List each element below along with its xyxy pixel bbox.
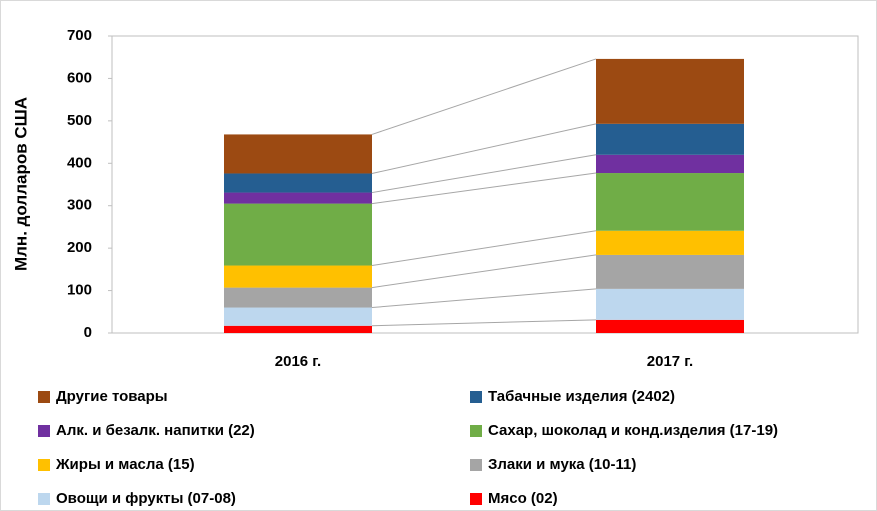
legend-label: Другие товары bbox=[56, 388, 168, 405]
legend-swatch bbox=[38, 425, 50, 437]
series-connector bbox=[371, 230, 597, 267]
bar-segment bbox=[596, 319, 744, 333]
bar-segment bbox=[224, 307, 372, 326]
bar-segment bbox=[224, 134, 372, 174]
plot-area bbox=[111, 35, 859, 334]
y-axis-title: Млн. долларов США bbox=[11, 97, 30, 271]
series-connector bbox=[371, 172, 597, 205]
legend-swatch bbox=[470, 425, 482, 437]
x-tick-label: 2016 г. bbox=[275, 353, 321, 370]
y-tick-label: 500 bbox=[67, 112, 92, 129]
y-tick-label: 400 bbox=[67, 154, 92, 171]
legend-swatch bbox=[470, 391, 482, 403]
y-tick-label: 0 bbox=[84, 324, 92, 341]
legend-label: Алк. и безалк. напитки (22) bbox=[56, 422, 255, 439]
legend-label: Овощи и фрукты (07-08) bbox=[56, 490, 236, 507]
legend-swatch bbox=[470, 459, 482, 471]
series-connector bbox=[371, 154, 597, 194]
legend-label: Злаки и мука (10-11) bbox=[488, 456, 636, 473]
legend-swatch bbox=[38, 391, 50, 403]
bar-segment bbox=[596, 154, 744, 174]
bar-segment bbox=[596, 123, 744, 155]
bar-segment bbox=[596, 58, 744, 124]
series-connector bbox=[371, 319, 597, 327]
y-tick-label: 600 bbox=[67, 69, 92, 86]
bar-segment bbox=[224, 287, 372, 308]
series-connector bbox=[371, 254, 597, 289]
bar-segment bbox=[224, 265, 372, 288]
bar-segment bbox=[224, 173, 372, 193]
y-tick-label: 300 bbox=[67, 197, 92, 214]
series-connector bbox=[371, 58, 597, 135]
bar-segment bbox=[224, 192, 372, 204]
bar-segment bbox=[224, 203, 372, 266]
y-tick-label: 700 bbox=[67, 27, 92, 44]
bar-segment bbox=[596, 173, 744, 231]
bar-segment bbox=[596, 288, 744, 320]
series-connector bbox=[371, 288, 597, 309]
y-tick-label: 100 bbox=[67, 282, 92, 299]
legend-label: Мясо (02) bbox=[488, 490, 558, 507]
legend-label: Табачные изделия (2402) bbox=[488, 388, 675, 405]
legend-swatch bbox=[38, 459, 50, 471]
y-tick-label: 200 bbox=[67, 239, 92, 256]
legend-label: Сахар, шоколад и конд.изделия (17-19) bbox=[488, 422, 778, 439]
legend-label: Жиры и масла (15) bbox=[55, 456, 195, 473]
bar-segment bbox=[224, 325, 372, 333]
legend-swatch bbox=[38, 493, 50, 505]
series-connector bbox=[371, 123, 597, 174]
bar-segment bbox=[596, 254, 744, 289]
bar-segment bbox=[596, 230, 744, 255]
legend-swatch bbox=[470, 493, 482, 505]
x-tick-label: 2017 г. bbox=[647, 353, 693, 370]
